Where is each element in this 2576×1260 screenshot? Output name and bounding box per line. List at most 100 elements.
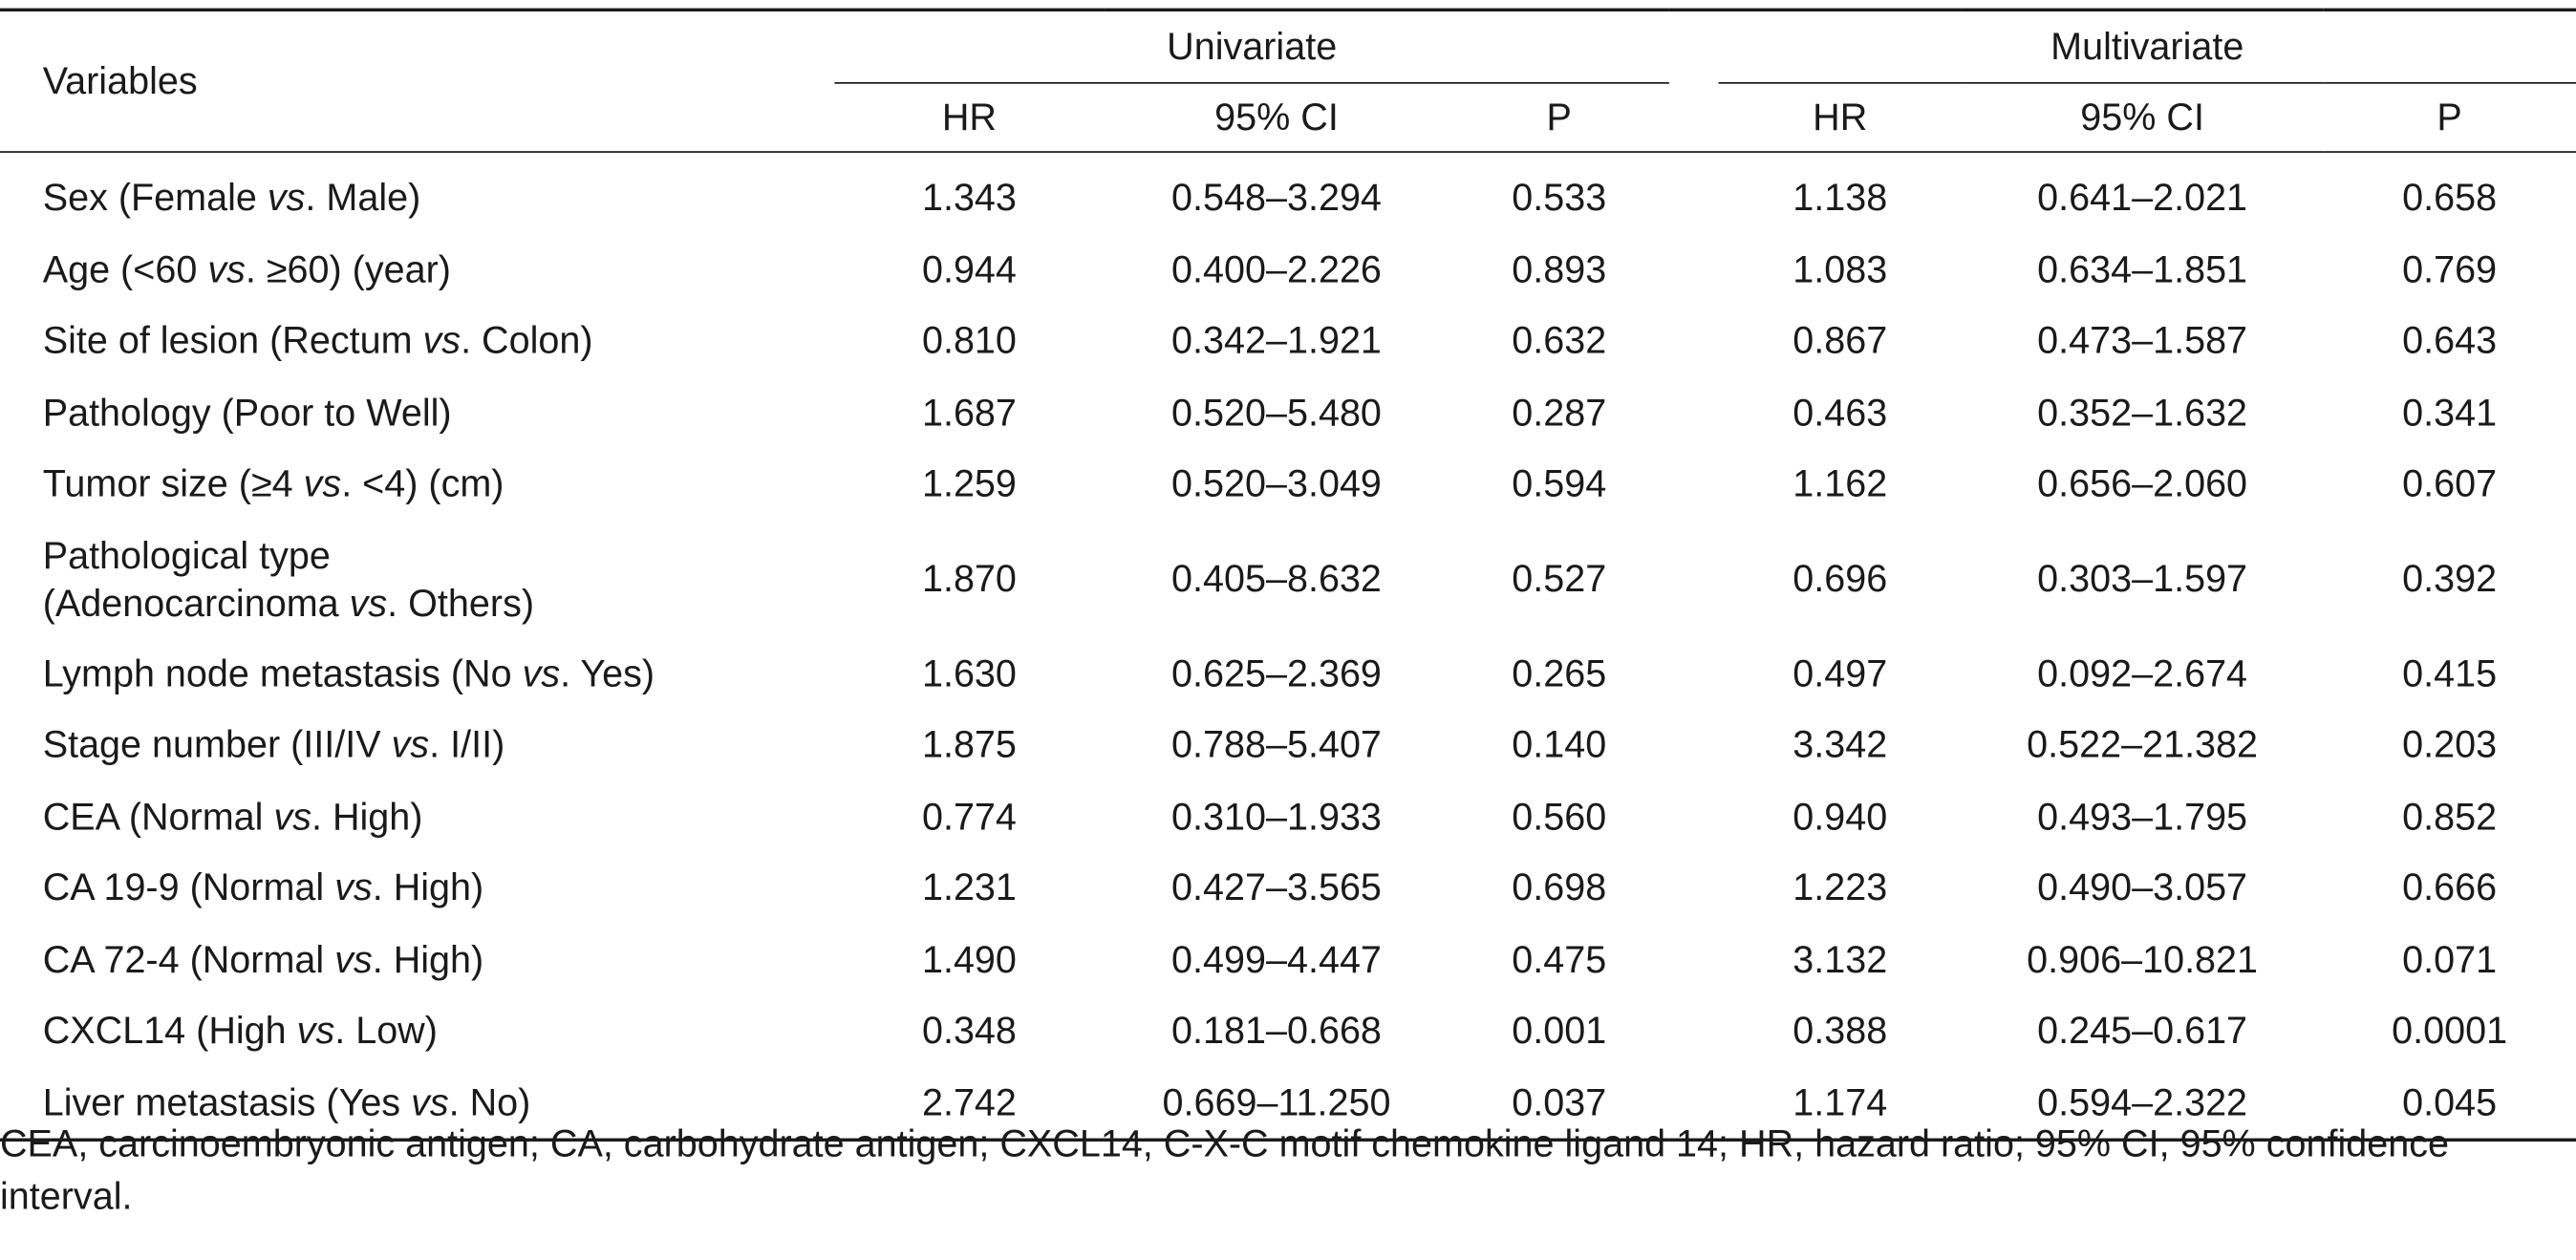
- univariate-p-cell: 0.698: [1512, 865, 1607, 909]
- univariate-hr-cell: 1.687: [921, 390, 1017, 434]
- multivariate-hr-cell: 1.162: [1792, 461, 1888, 505]
- multivariate-p-cell: 0.643: [2402, 318, 2498, 362]
- univariate-hr-cell: 0.944: [921, 247, 1017, 290]
- multivariate-ci-cell: 0.245–0.617: [2037, 1009, 2248, 1052]
- univariate-p-cell: 0.475: [1512, 937, 1607, 981]
- gap-cell: [1669, 377, 1719, 449]
- multivariate-p-cell: 0.071: [2402, 937, 2498, 981]
- table-row: CEA (Normal vs. High) 0.774 0.310–1.933 0.5…: [0, 781, 2576, 853]
- variable-label-tail: . Male): [305, 176, 421, 220]
- variable-cell: Pathological type (Adenocarcinoma vs. Oth…: [0, 520, 834, 638]
- header-gap: [1669, 83, 1719, 152]
- variable-label: Lymph node metastasis (No: [42, 651, 523, 694]
- multivariate-p-cell: 0.607: [2402, 461, 2498, 505]
- multivariate-hr-cell: 0.696: [1792, 556, 1888, 600]
- multivariate-ci-cell: 0.303–1.597: [2037, 556, 2248, 600]
- multivariate-hr-cell: 3.342: [1792, 722, 1888, 766]
- univariate-hr-cell: 0.348: [921, 1009, 1017, 1052]
- multivariate-hr-cell: 3.132: [1792, 937, 1888, 981]
- variable-label-tail: . ≥60) (year): [245, 247, 451, 290]
- variable-cell: Site of lesion (Rectum vs. Colon): [0, 306, 834, 377]
- multivariate-p-cell: 0.341: [2402, 390, 2498, 434]
- univariate-ci-header: 95% CI: [1214, 95, 1339, 139]
- table-row: Pathological type (Adenocarcinoma vs. Oth…: [0, 520, 2576, 638]
- gap-cell: [1669, 234, 1719, 306]
- table-body: Sex (Female vs. Male) 1.343 0.548–3.294 0.5…: [0, 152, 2576, 1140]
- table-row: CA 72-4 (Normal vs. High) 1.490 0.499–4.44…: [0, 924, 2576, 995]
- univariate-hr-cell: 0.810: [921, 318, 1017, 362]
- univariate-hr-cell: 0.774: [921, 794, 1017, 838]
- multivariate-p-cell: 0.415: [2402, 651, 2498, 694]
- univariate-p-cell: 0.632: [1512, 318, 1607, 362]
- table-row: Site of lesion (Rectum vs. Colon) 0.810 0.…: [0, 306, 2576, 377]
- univariate-ci-cell: 0.310–1.933: [1171, 794, 1382, 838]
- variable-label-tail: . No): [448, 1079, 531, 1123]
- multivariate-hr-cell: 0.940: [1792, 794, 1888, 838]
- univariate-p-cell: 0.527: [1512, 556, 1607, 600]
- multivariate-ci-cell: 0.906–10.821: [2027, 937, 2259, 981]
- univariate-ci-cell: 0.520–3.049: [1171, 461, 1382, 505]
- variable-cell: Stage number (III/IV vs. I/II): [0, 710, 834, 781]
- multivariate-p-cell: 0.0001: [2392, 1009, 2508, 1052]
- multivariate-hr-cell: 0.388: [1792, 1009, 1888, 1052]
- multivariate-header: Multivariate: [1718, 10, 2576, 84]
- gap-cell: [1669, 852, 1719, 924]
- versus-label: vs: [334, 937, 373, 981]
- versus-label: vs: [334, 865, 373, 909]
- table-footnote: CEA, carcinoembryonic antigen; CA, carbo…: [0, 1121, 2450, 1218]
- versus-label: vs: [411, 1079, 449, 1123]
- multivariate-ci-header: 95% CI: [2080, 95, 2204, 139]
- univariate-ci-cell: 0.181–0.668: [1171, 1009, 1382, 1052]
- multivariate-p-cell: 0.203: [2402, 722, 2498, 766]
- multivariate-ci-cell: 0.641–2.021: [2037, 176, 2248, 220]
- variable-label-tail: . High): [372, 937, 484, 981]
- multivariate-ci-cell: 0.594–2.322: [2037, 1079, 2248, 1123]
- variable-label: Pathology (Poor to Well): [42, 390, 452, 434]
- variable-label-tail: . High): [311, 794, 423, 838]
- table-row: Tumor size (≥4 vs. <4) (cm) 1.259 0.520–3.…: [0, 448, 2576, 520]
- univariate-hr-cell: 1.343: [921, 176, 1017, 220]
- univariate-p-cell: 0.533: [1512, 176, 1607, 220]
- variable-label-tail: . I/II): [429, 722, 505, 766]
- variable-label-tail: . Colon): [461, 318, 593, 362]
- univariate-hr-cell: 1.870: [921, 556, 1017, 600]
- univariate-p-cell: 0.037: [1512, 1079, 1607, 1123]
- table-row: Pathology (Poor to Well) 1.687 0.520–5.480…: [0, 377, 2576, 449]
- multivariate-hr-cell: 1.174: [1792, 1079, 1888, 1123]
- gap-cell: [1669, 781, 1719, 853]
- table-row: Stage number (III/IV vs. I/II) 1.875 0.788…: [0, 710, 2576, 781]
- multivariate-p-cell: 0.769: [2402, 247, 2498, 290]
- univariate-p-cell: 0.594: [1512, 461, 1607, 505]
- variable-label: Site of lesion (Rectum: [42, 318, 423, 362]
- versus-label: vs: [296, 1009, 335, 1052]
- multivariate-p-cell: 0.045: [2402, 1079, 2498, 1123]
- univariate-ci-cell: 0.342–1.921: [1171, 318, 1382, 362]
- multivariate-ci-cell: 0.352–1.632: [2037, 390, 2248, 434]
- multivariate-p-cell: 0.658: [2402, 176, 2498, 220]
- variable-cell: Sex (Female vs. Male): [0, 152, 834, 234]
- variable-cell: Liver metastasis (Yes vs. No): [0, 1067, 834, 1141]
- variable-cell: CEA (Normal vs. High): [0, 781, 834, 853]
- variable-label: Sex (Female: [42, 176, 268, 220]
- table-row: Lymph node metastasis (No vs. Yes) 1.630 0…: [0, 638, 2576, 710]
- cox-regression-table: Variables Univariate Multivariate HR 95%…: [0, 8, 2576, 1142]
- variable-label-tail: . Others): [387, 580, 535, 624]
- versus-label: vs: [522, 651, 561, 694]
- variable-cell: CA 72-4 (Normal vs. High): [0, 924, 834, 995]
- multivariate-ci-cell: 0.493–1.795: [2037, 794, 2248, 838]
- gap-cell: [1669, 638, 1719, 710]
- univariate-hr-cell: 1.259: [921, 461, 1017, 505]
- univariate-p-cell: 0.140: [1512, 722, 1607, 766]
- univariate-hr-cell: 1.875: [921, 722, 1017, 766]
- variable-label: Age (<60: [42, 247, 208, 290]
- table-row: CXCL14 (High vs. Low) 0.348 0.181–0.668 0.0…: [0, 995, 2576, 1067]
- univariate-ci-cell: 0.400–2.226: [1171, 247, 1382, 290]
- gap-cell: [1669, 710, 1719, 781]
- gap-cell: [1669, 520, 1719, 638]
- variable-cell: CXCL14 (High vs. Low): [0, 995, 834, 1067]
- versus-label: vs: [391, 722, 430, 766]
- univariate-p-cell: 0.001: [1512, 1009, 1607, 1052]
- gap-cell: [1669, 152, 1719, 234]
- variable-label: CXCL14 (High: [42, 1009, 297, 1052]
